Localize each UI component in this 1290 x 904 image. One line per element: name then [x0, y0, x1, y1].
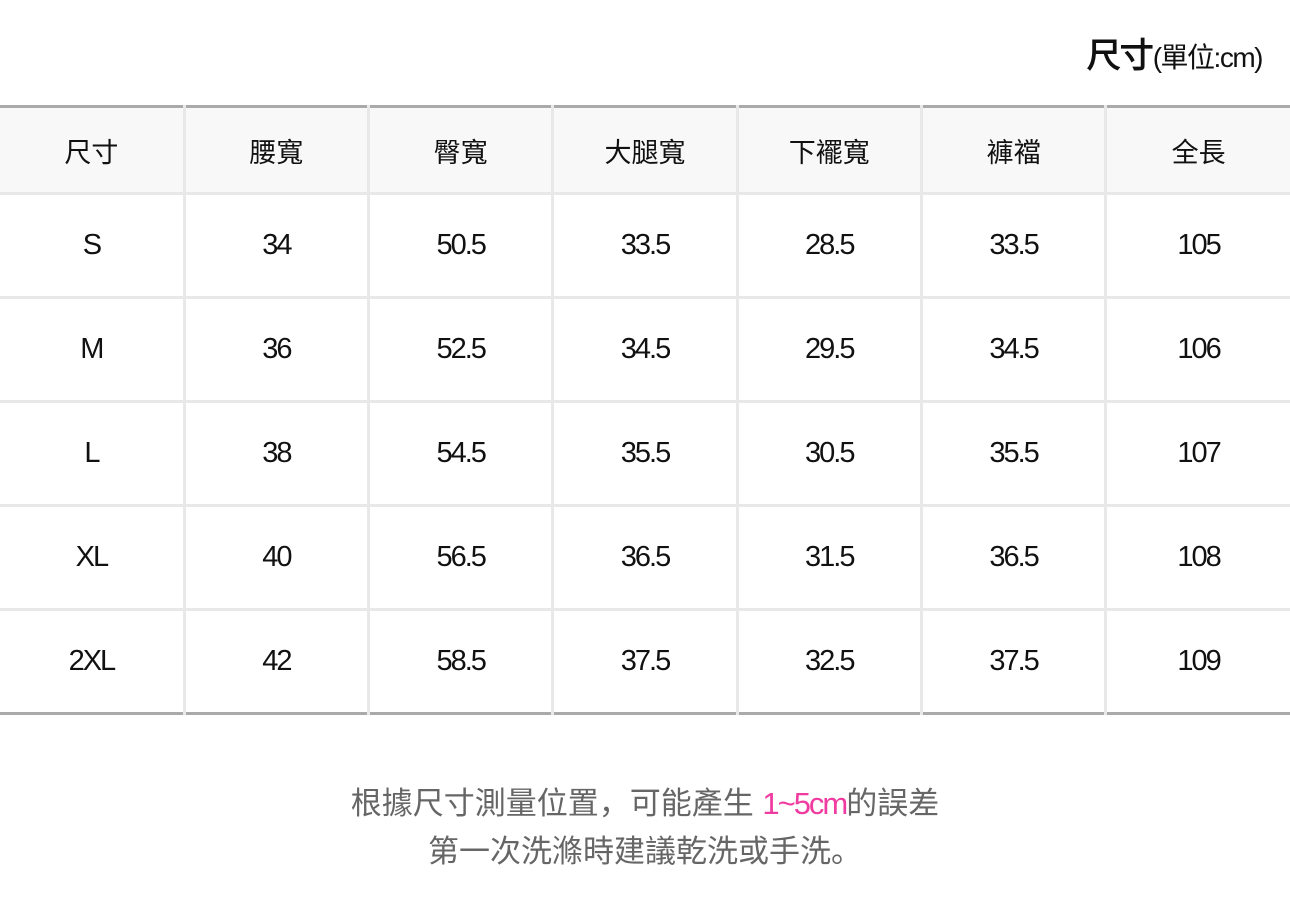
note-line-2: 第一次洗滌時建議乾洗或手洗。 — [428, 834, 862, 869]
table-cell: 31.5 — [735, 504, 923, 611]
table-cell: 54.5 — [367, 400, 555, 507]
table-cell: 109 — [1104, 608, 1290, 714]
note-highlight: 1~5cm — [762, 786, 848, 821]
column-header: 全長 — [1104, 106, 1290, 195]
table-cell: 34 — [182, 192, 371, 299]
table-row: XL 40 56.5 36.5 31.5 36.5 108 — [0, 504, 1290, 611]
table-cell: 50.5 — [367, 192, 555, 299]
table-cell: 34.5 — [551, 296, 739, 403]
table-cell: 105 — [1104, 192, 1290, 299]
column-header: 大腿寬 — [551, 106, 739, 195]
table-cell: 108 — [1104, 504, 1290, 611]
table-cell: 36.5 — [919, 504, 1108, 611]
table-cell: 28.5 — [735, 192, 923, 299]
table-cell: 37.5 — [919, 608, 1108, 714]
table-cell: 35.5 — [919, 400, 1108, 507]
table-cell: 58.5 — [367, 608, 555, 714]
table-cell: 33.5 — [551, 192, 739, 299]
note-text: 的誤差 — [846, 786, 940, 821]
size-table: 尺寸 腰寬 臀寬 大腿寬 下襬寬 褲襠 全長 S 34 50.5 33.5 28.5 33.5 105 M… — [0, 105, 1290, 715]
table-cell: 35.5 — [551, 400, 739, 507]
table-row: L 38 54.5 35.5 30.5 35.5 107 — [0, 400, 1290, 507]
table-cell: M — [0, 296, 186, 403]
note-text: 根據尺寸測量位置，可能產生 — [350, 786, 763, 821]
column-header: 褲襠 — [919, 106, 1108, 195]
table-cell: 30.5 — [735, 400, 923, 507]
table-cell: 2XL — [0, 608, 186, 714]
note-line-1: 根據尺寸測量位置，可能產生 1~5cm的誤差 — [0, 780, 1290, 828]
table-cell: 52.5 — [367, 296, 555, 403]
table-header-row: 尺寸 腰寬 臀寬 大腿寬 下襬寬 褲襠 全長 — [0, 106, 1290, 195]
table-cell: 56.5 — [367, 504, 555, 611]
table-cell: 36 — [182, 296, 371, 403]
measurement-note: 根據尺寸測量位置，可能產生 1~5cm的誤差 第一次洗滌時建議乾洗或手洗。 — [0, 780, 1290, 876]
table-cell: 42 — [182, 608, 371, 714]
table-cell: 38 — [182, 400, 371, 507]
table-cell: 33.5 — [919, 192, 1108, 299]
table-cell: 107 — [1104, 400, 1290, 507]
table-cell: L — [0, 400, 186, 507]
table-row: 2XL 42 58.5 37.5 32.5 37.5 109 — [0, 608, 1290, 714]
column-header: 下襬寬 — [735, 106, 923, 195]
column-header: 腰寬 — [182, 106, 371, 195]
column-header: 尺寸 — [0, 106, 186, 195]
table-row: M 36 52.5 34.5 29.5 34.5 106 — [0, 296, 1290, 403]
table-cell: 34.5 — [919, 296, 1108, 403]
table-cell: 40 — [182, 504, 371, 611]
size-chart-title: 尺寸(單位:cm) — [1086, 28, 1264, 77]
table-row: S 34 50.5 33.5 28.5 33.5 105 — [0, 192, 1290, 299]
table-cell: 36.5 — [551, 504, 739, 611]
table-cell: 37.5 — [551, 608, 739, 714]
title-main: 尺寸 — [1086, 37, 1154, 75]
table-cell: 106 — [1104, 296, 1290, 403]
title-unit: (單位:cm) — [1152, 42, 1264, 73]
table-cell: 29.5 — [735, 296, 923, 403]
table-cell: 32.5 — [735, 608, 923, 714]
table-cell: XL — [0, 504, 186, 611]
table-cell: S — [0, 192, 186, 299]
column-header: 臀寬 — [367, 106, 555, 195]
